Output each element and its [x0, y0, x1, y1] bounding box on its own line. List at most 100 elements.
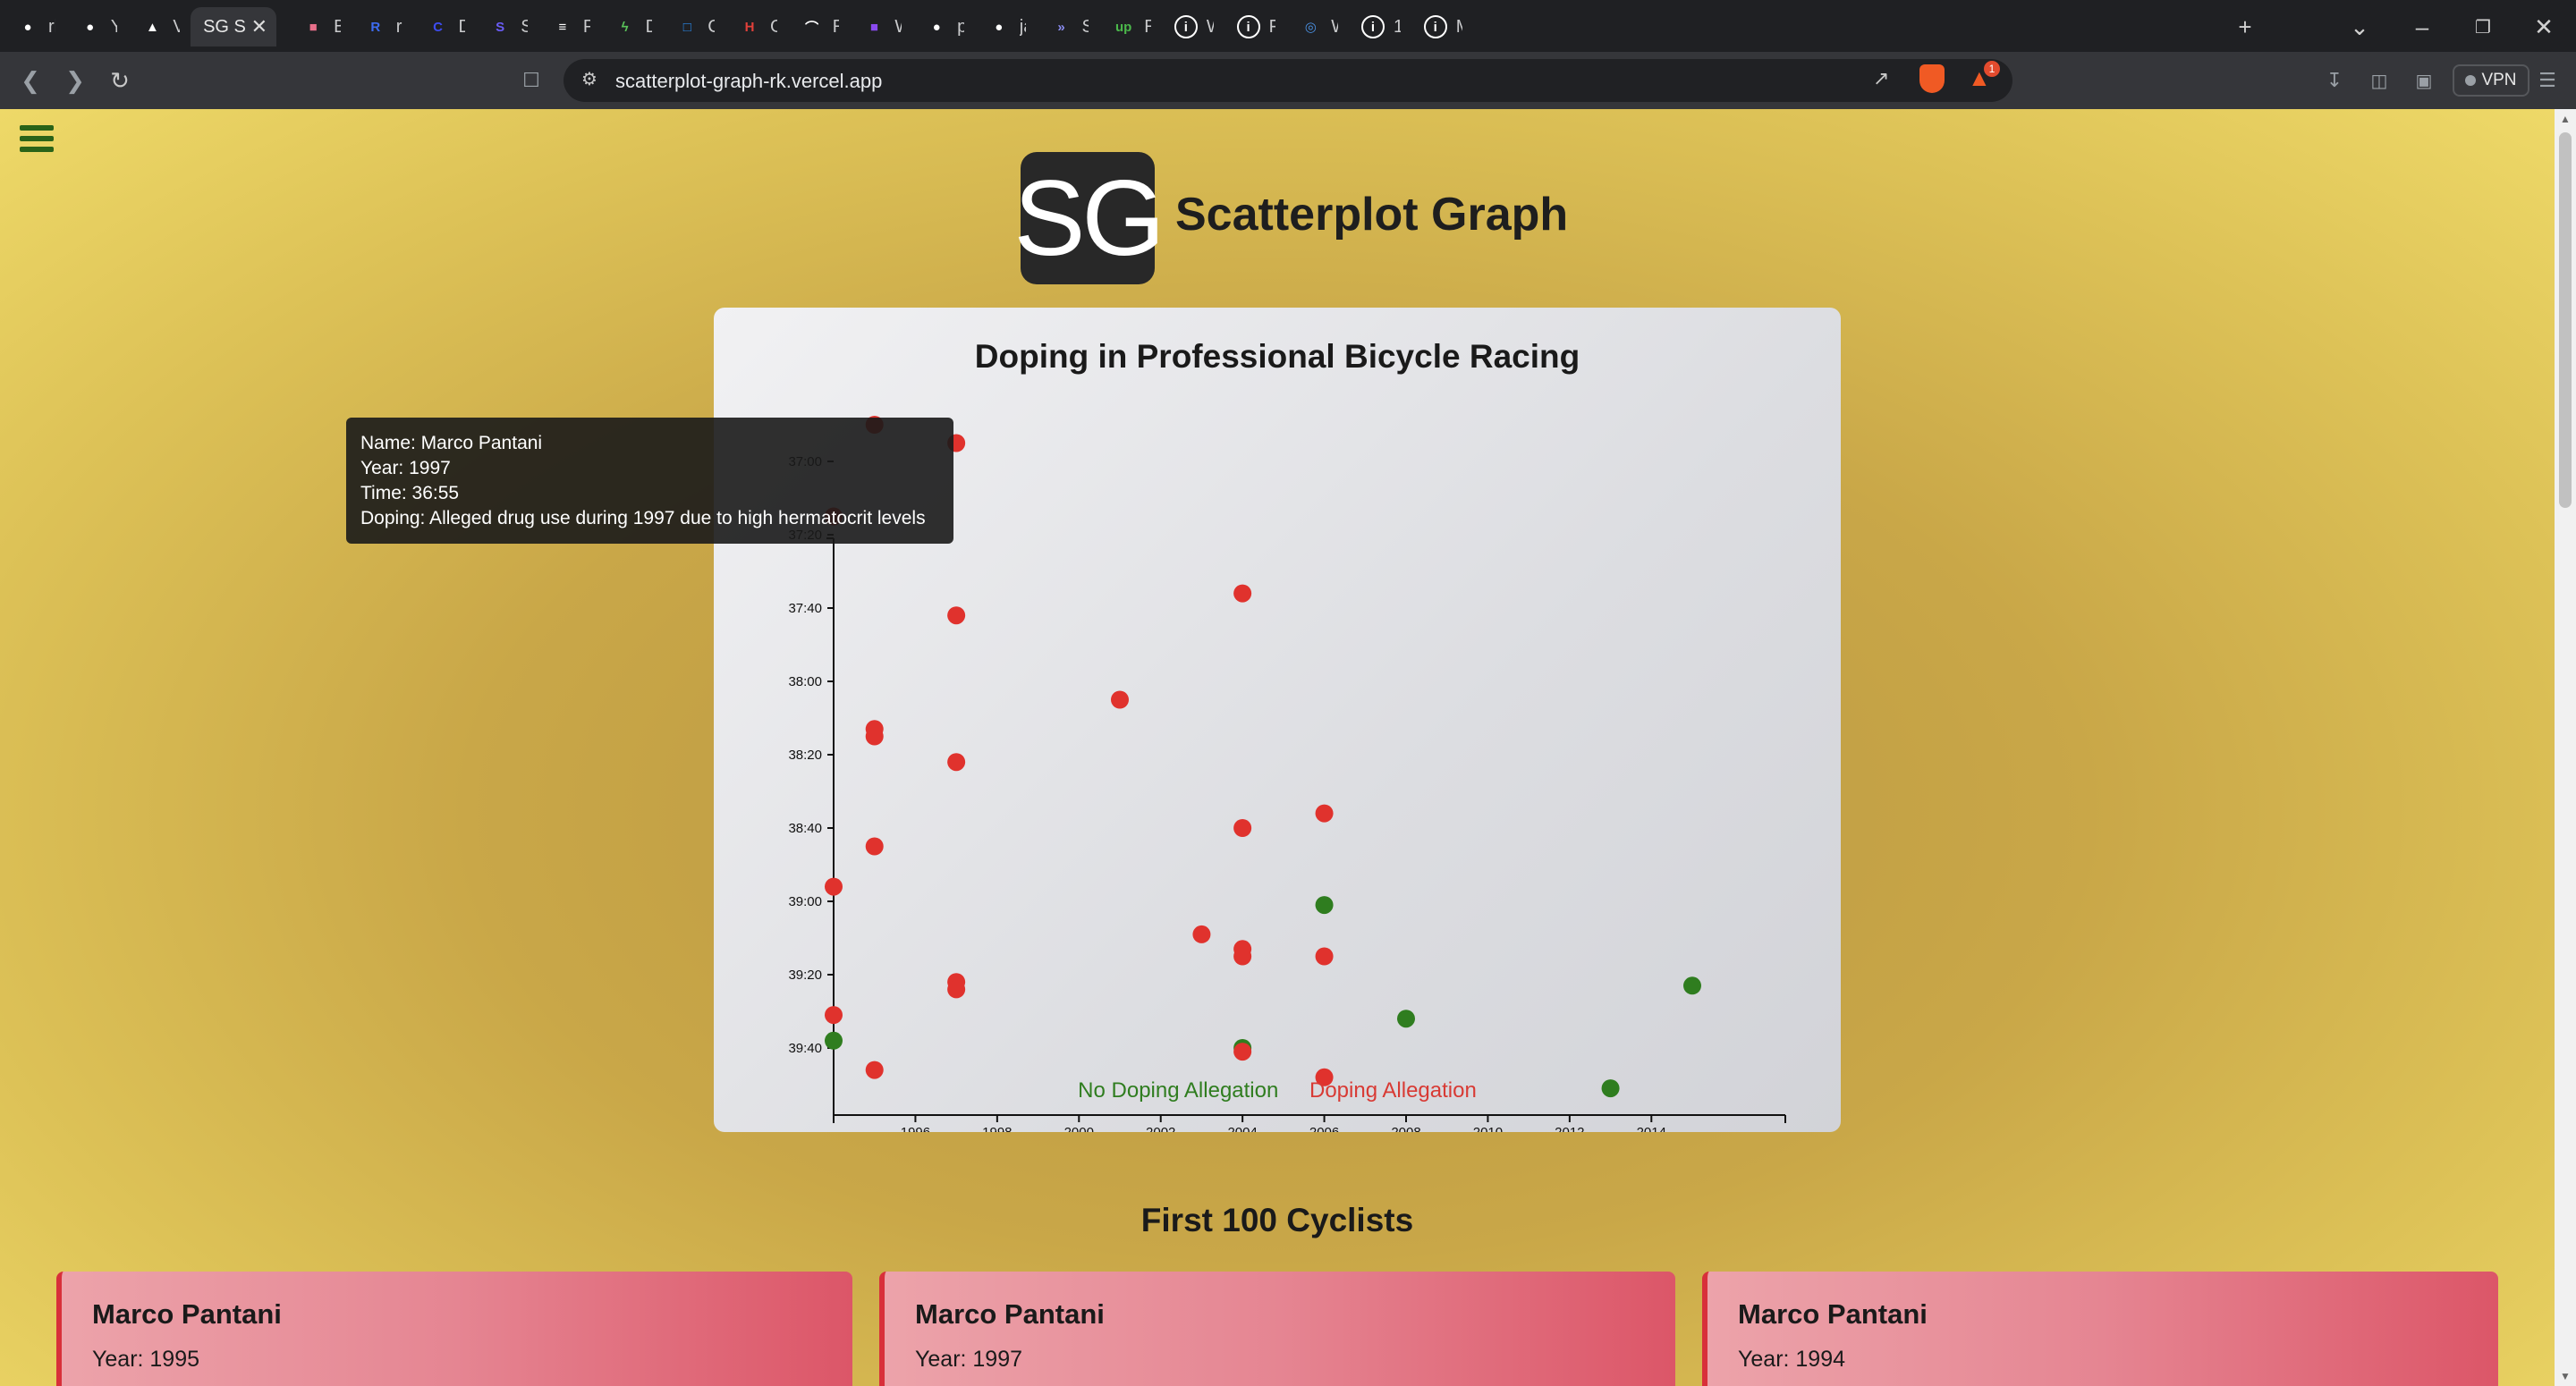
- browser-tab[interactable]: S Strip: [476, 7, 528, 46]
- x-tick-label: 2000: [1064, 1125, 1094, 1132]
- tab-title: Verce: [173, 16, 181, 37]
- browser-tab[interactable]: i My Ir: [1411, 7, 1463, 46]
- data-point: [1233, 947, 1252, 966]
- render-icon: ⌒: [805, 20, 819, 36]
- close-tab-icon[interactable]: ✕: [250, 15, 268, 38]
- chart-icon: ■: [309, 19, 318, 35]
- data-point: [1397, 1010, 1415, 1028]
- page-content: SG Scatterplot Graph Doping in Professio…: [0, 109, 2555, 1386]
- data-point: [947, 753, 966, 772]
- tab-title: Rend: [832, 16, 840, 37]
- data-point: [1601, 1079, 1620, 1098]
- browser-tab[interactable]: ▲ Verce: [128, 7, 180, 46]
- brave-shields-icon[interactable]: [1919, 64, 1945, 93]
- reload-icon[interactable]: ↻: [110, 66, 130, 94]
- share-icon[interactable]: ↗: [1873, 67, 1890, 89]
- cyclist-name: Marco Pantani: [915, 1298, 1105, 1330]
- crisp-icon: □: [682, 19, 691, 35]
- scroll-down-icon[interactable]: ▼: [2560, 1370, 2571, 1382]
- globe-icon: ◎: [1304, 20, 1317, 35]
- tooltip-doping: Doping: Alleged drug use during 1997 due…: [360, 508, 926, 528]
- scroll-up-icon[interactable]: ▲: [2560, 113, 2571, 125]
- browser-tab[interactable]: Rrkgit: [352, 7, 403, 46]
- browser-tab[interactable]: up Raj K: [1099, 7, 1151, 46]
- tab-title: rkgit: [395, 16, 403, 37]
- data-point: [865, 1061, 884, 1079]
- forward-button[interactable]: ❯: [65, 66, 85, 94]
- browser-tab[interactable]: ⌒ Rend: [788, 7, 840, 46]
- tab-title: Grad: [770, 17, 777, 38]
- browser-tab[interactable]: i 12 Fr: [1349, 7, 1401, 46]
- close-window-button[interactable]: ✕: [2534, 13, 2554, 40]
- page-title: Scatterplot Graph: [1175, 189, 1569, 241]
- tab-title: Welc: [1331, 17, 1338, 38]
- restore-window-button[interactable]: ❐: [2475, 17, 2491, 38]
- tab-title: Full S: [1268, 16, 1276, 37]
- address-bar[interactable]: ⚙ scatterplot-graph-rk.vercel.app ↗ ▲ 1: [564, 59, 2012, 102]
- bookmark-icon[interactable]: ☐: [522, 69, 540, 91]
- c-icon: C: [433, 19, 443, 35]
- x-tick-label: 2010: [1473, 1125, 1503, 1132]
- browser-tab[interactable]: i Full S: [1224, 7, 1276, 46]
- data-point: [825, 1006, 843, 1025]
- browser-tab[interactable]: ≡ Pricir: [538, 7, 590, 46]
- smol-icon: »: [1057, 19, 1065, 35]
- tab-title: Strip: [521, 16, 528, 37]
- browser-tab[interactable]: ■ Welc: [850, 7, 902, 46]
- browser-tab[interactable]: ● piyus: [912, 7, 964, 46]
- legend-item-doping: Doping Allegation: [1309, 1078, 1477, 1103]
- data-point: [1192, 925, 1211, 943]
- cyclist-name: Marco Pantani: [1738, 1298, 1928, 1330]
- x-tick-label: 2008: [1391, 1125, 1420, 1132]
- browser-tab[interactable]: » Smol: [1038, 7, 1089, 46]
- stripe-icon: S: [496, 19, 505, 35]
- new-tab-button[interactable]: +: [2238, 13, 2252, 40]
- scrollbar-thumb[interactable]: [2559, 132, 2572, 508]
- browser-tab[interactable]: □ Crisp: [663, 7, 715, 46]
- pricing-icon: ≡: [558, 19, 567, 35]
- sidebar-icon[interactable]: ◫: [2370, 71, 2388, 91]
- vpn-label: VPN: [2481, 71, 2517, 89]
- cyclist-year: Year: 1997: [915, 1347, 1023, 1372]
- tooltip: Name: Marco Pantani Year: 1997 Time: 36:…: [346, 418, 953, 544]
- data-point: [1315, 947, 1334, 966]
- url-text[interactable]: scatterplot-graph-rk.vercel.app: [615, 70, 883, 92]
- tab-search-chevron-icon[interactable]: ⌄: [2350, 13, 2369, 40]
- cyclists-heading: First 100 Cyclists: [1140, 1202, 1414, 1238]
- data-point: [1111, 690, 1129, 709]
- github-icon: ●: [932, 19, 941, 35]
- tab-title: 12 Fr: [1394, 16, 1401, 37]
- browser-tab[interactable]: SG S ✕: [191, 7, 277, 46]
- info-icon: i: [1361, 15, 1385, 38]
- tab-title: jame: [1019, 16, 1027, 37]
- browser-tab[interactable]: H Grad: [725, 7, 777, 46]
- back-button[interactable]: ❮: [21, 66, 40, 94]
- browser-tab[interactable]: ● rkgit: [4, 7, 55, 46]
- browser-tab[interactable]: C Dash: [414, 7, 465, 46]
- y-tick-label: 38:20: [788, 748, 822, 763]
- browser-tab[interactable]: ● Your: [66, 7, 117, 46]
- browser-tab[interactable]: ■ Bar C: [289, 7, 341, 46]
- data-point: [1233, 1043, 1252, 1061]
- cyclist-card[interactable]: Marco Pantani Year: 1997: [879, 1272, 1675, 1386]
- info-icon: i: [1236, 15, 1260, 38]
- downloads-icon[interactable]: ↧: [2326, 69, 2343, 91]
- minimize-window-button[interactable]: –: [2415, 13, 2429, 40]
- browser-tab[interactable]: ● jame: [975, 7, 1027, 46]
- wallet-icon[interactable]: ▣: [2415, 71, 2433, 91]
- vpn-button[interactable]: VPN: [2453, 64, 2529, 97]
- cyclist-card[interactable]: Marco Pantani Year: 1995: [56, 1272, 852, 1386]
- page-scrollbar[interactable]: ▲ ▼: [2555, 109, 2576, 1386]
- browser-tab[interactable]: ϟ Dash: [601, 7, 653, 46]
- hamburger-menu-icon[interactable]: [20, 125, 54, 156]
- menu-icon[interactable]: ☰: [2538, 69, 2556, 91]
- tooltip-name: Name: Marco Pantani: [360, 433, 543, 453]
- cyclist-card[interactable]: Marco Pantani Year: 1994: [1702, 1272, 2498, 1386]
- browser-tab[interactable]: ◎ Welc: [1286, 7, 1338, 46]
- data-point: [1315, 896, 1334, 915]
- site-settings-icon[interactable]: ⚙: [581, 70, 597, 89]
- tab-title: Crisp: [708, 16, 715, 37]
- y-tick-label: 39:00: [788, 894, 822, 909]
- browser-tab[interactable]: i Worl: [1162, 7, 1214, 46]
- tab-title: My Ir: [1456, 17, 1463, 38]
